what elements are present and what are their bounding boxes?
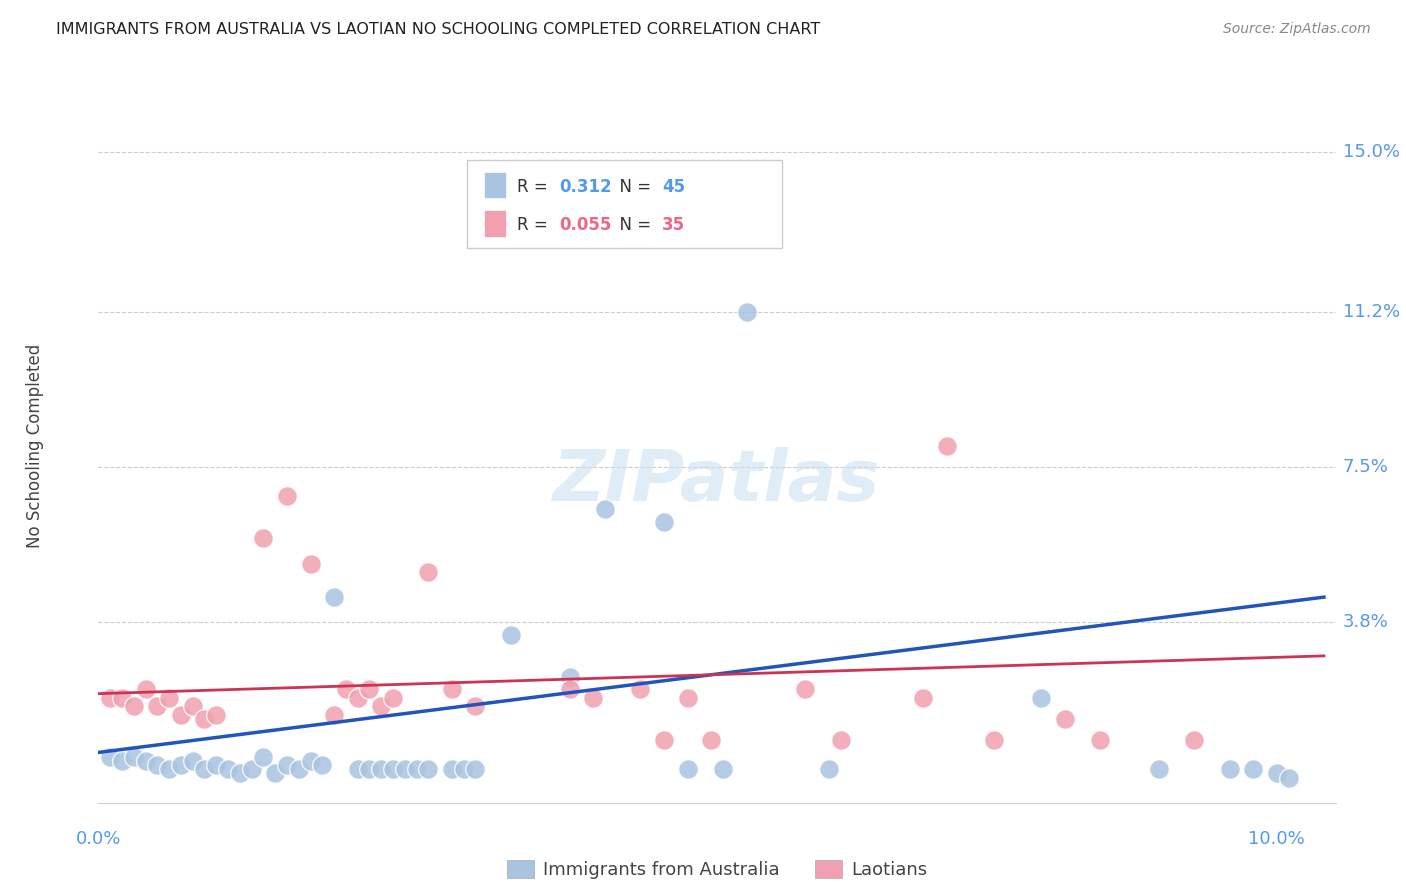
- Point: [122, 699, 145, 714]
- Point: [323, 707, 346, 722]
- Point: [240, 762, 263, 776]
- Point: [983, 732, 1005, 747]
- Point: [440, 682, 463, 697]
- Legend: Immigrants from Australia, Laotians: Immigrants from Australia, Laotians: [499, 853, 935, 887]
- Point: [135, 682, 157, 697]
- Point: [464, 762, 486, 776]
- Point: [558, 682, 581, 697]
- Text: 0.312: 0.312: [560, 178, 612, 196]
- Point: [299, 754, 322, 768]
- Point: [418, 762, 440, 776]
- Text: 11.2%: 11.2%: [1343, 302, 1400, 321]
- Point: [122, 749, 145, 764]
- Point: [630, 682, 652, 697]
- Point: [735, 304, 758, 318]
- Point: [346, 690, 368, 705]
- Point: [711, 762, 734, 776]
- Point: [370, 762, 392, 776]
- Point: [181, 754, 204, 768]
- Point: [346, 762, 368, 776]
- Point: [146, 758, 169, 772]
- Point: [818, 762, 841, 776]
- Text: ZIPatlas: ZIPatlas: [554, 447, 880, 516]
- Point: [1277, 771, 1299, 785]
- Point: [1088, 732, 1111, 747]
- Point: [1147, 762, 1170, 776]
- Point: [1182, 732, 1205, 747]
- Point: [830, 732, 852, 747]
- Point: [453, 762, 475, 776]
- Text: 15.0%: 15.0%: [1343, 143, 1400, 161]
- Point: [323, 590, 346, 604]
- Text: No Schooling Completed: No Schooling Completed: [27, 344, 44, 548]
- Point: [157, 690, 180, 705]
- Text: 3.8%: 3.8%: [1343, 614, 1389, 632]
- Point: [98, 690, 121, 705]
- Point: [157, 762, 180, 776]
- Point: [652, 515, 675, 529]
- Point: [311, 758, 333, 772]
- Point: [170, 758, 193, 772]
- Point: [276, 758, 298, 772]
- Point: [652, 732, 675, 747]
- Point: [193, 712, 215, 726]
- Point: [205, 758, 228, 772]
- Text: IMMIGRANTS FROM AUSTRALIA VS LAOTIAN NO SCHOOLING COMPLETED CORRELATION CHART: IMMIGRANTS FROM AUSTRALIA VS LAOTIAN NO …: [56, 22, 821, 37]
- Point: [170, 707, 193, 722]
- Point: [252, 749, 274, 764]
- Point: [593, 502, 616, 516]
- Point: [912, 690, 935, 705]
- Point: [229, 766, 252, 780]
- Point: [440, 762, 463, 776]
- Point: [700, 732, 723, 747]
- Point: [359, 682, 381, 697]
- Point: [394, 762, 416, 776]
- Point: [1053, 712, 1076, 726]
- Point: [205, 707, 228, 722]
- Point: [335, 682, 357, 697]
- Point: [418, 565, 440, 579]
- Point: [181, 699, 204, 714]
- Point: [135, 754, 157, 768]
- Point: [382, 762, 405, 776]
- Point: [1219, 762, 1241, 776]
- Point: [1265, 766, 1288, 780]
- Point: [276, 489, 298, 503]
- Point: [370, 699, 392, 714]
- Point: [1029, 690, 1052, 705]
- Text: N =: N =: [609, 216, 657, 234]
- Point: [464, 699, 486, 714]
- Point: [98, 749, 121, 764]
- Point: [676, 762, 699, 776]
- Point: [252, 532, 274, 546]
- Text: 45: 45: [662, 178, 685, 196]
- Point: [264, 766, 287, 780]
- Point: [287, 762, 309, 776]
- Point: [146, 699, 169, 714]
- Point: [111, 754, 134, 768]
- Point: [193, 762, 215, 776]
- Point: [794, 682, 817, 697]
- Text: 0.055: 0.055: [560, 216, 612, 234]
- Point: [405, 762, 427, 776]
- Point: [1241, 762, 1264, 776]
- Point: [676, 690, 699, 705]
- Text: R =: R =: [517, 178, 554, 196]
- Text: 35: 35: [662, 216, 685, 234]
- Point: [217, 762, 239, 776]
- Text: Source: ZipAtlas.com: Source: ZipAtlas.com: [1223, 22, 1371, 37]
- Point: [359, 762, 381, 776]
- Point: [582, 690, 605, 705]
- Point: [111, 690, 134, 705]
- Text: 7.5%: 7.5%: [1343, 458, 1389, 476]
- Point: [499, 628, 522, 642]
- Text: N =: N =: [609, 178, 657, 196]
- Point: [558, 670, 581, 684]
- Point: [935, 439, 957, 453]
- Point: [299, 557, 322, 571]
- Point: [382, 690, 405, 705]
- Text: R =: R =: [517, 216, 554, 234]
- Text: 0.0%: 0.0%: [76, 830, 121, 847]
- Text: 10.0%: 10.0%: [1249, 830, 1305, 847]
